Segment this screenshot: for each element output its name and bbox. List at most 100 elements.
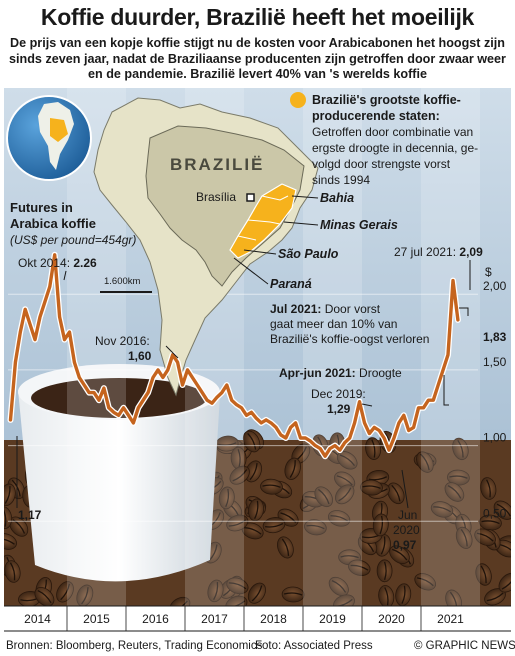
annot-jun-2020-line1: Jun: [398, 508, 417, 522]
data-point: [137, 406, 140, 409]
coffee-bean: [493, 500, 511, 520]
annot-jun-2020-line2: 2020: [393, 523, 420, 537]
data-point: [427, 399, 430, 401]
coffee-beans-photo: [4, 364, 511, 606]
coffee-bean: [480, 477, 497, 500]
coffee-bean: [4, 506, 13, 530]
chart-ylabel: (US$ per pound=454gr): [10, 233, 136, 247]
data-point: [147, 391, 149, 394]
data-point: [309, 440, 312, 442]
x-tick-label: 2017: [201, 612, 228, 626]
coffee-bean: [247, 582, 266, 604]
data-point: [53, 254, 56, 256]
coffee-bean: [56, 581, 74, 603]
data-point: [289, 426, 292, 429]
data-point: [14, 361, 17, 364]
data-point: [373, 426, 376, 429]
state-label-minas-gerais: Minas Gerais: [320, 218, 398, 232]
coffee-bean: [226, 577, 249, 595]
price-line: [8, 253, 460, 458]
data-point: [107, 406, 110, 409]
data-point: [457, 319, 459, 321]
data-point: [122, 406, 125, 409]
scale-label: 1.600km: [104, 276, 141, 287]
y-tick-label: 0,50: [483, 506, 507, 520]
data-point: [255, 417, 258, 420]
state-label-sao-paulo: São Paulo: [278, 247, 339, 261]
data-point: [68, 331, 71, 333]
annot-jul-2021-peak: 27 jul 2021: 2,09: [394, 245, 483, 259]
coffee-bean: [389, 545, 410, 564]
coffee-bean: [229, 465, 250, 485]
coffee-bean: [284, 457, 301, 480]
x-tick-label: 2014: [24, 612, 51, 626]
annot-dec-2019-label: Dec 2019:: [311, 387, 366, 401]
data-point: [265, 419, 267, 421]
coffee-bean: [247, 498, 265, 522]
annot-dec-2019-value: 1,29: [327, 402, 351, 416]
coffee-bean: [242, 430, 261, 453]
state-label-bahia: Bahia: [320, 191, 354, 205]
coffee-bean: [314, 486, 333, 508]
data-point: [24, 308, 27, 311]
x-tick-label: 2019: [319, 612, 346, 626]
data-point: [176, 361, 179, 364]
data-point: [245, 414, 248, 417]
coffee-bean: [360, 479, 383, 496]
data-point: [44, 300, 46, 303]
coffee-bean: [475, 563, 492, 586]
coffee-bean: [333, 594, 355, 606]
map-legend: Brazilië's grootste koffie- producerende…: [290, 92, 478, 187]
footer: Bronnen: Bloomberg, Reuters, Trading Eco…: [0, 636, 515, 656]
annot-jul-2021-line3: Brazilië's koffie-oogst verloren: [270, 332, 429, 346]
data-point: [191, 376, 194, 379]
data-point: [39, 316, 41, 318]
data-point: [225, 384, 228, 386]
annot-okt-2014: Okt 2014: 2.26: [18, 256, 97, 270]
coffee-bean: [455, 526, 473, 549]
data-point: [112, 411, 115, 414]
data-point: [280, 434, 282, 436]
footer-photo: Foto: Associated Press: [255, 640, 373, 652]
data-point: [363, 422, 366, 424]
data-point: [270, 422, 272, 424]
coffee-bean: [335, 484, 355, 505]
coffee-bean: [430, 501, 454, 518]
data-point: [211, 402, 213, 405]
annotations: Okt 2014: 2.26 Nov 2016: 1,60 Dec 2019: …: [16, 245, 507, 552]
x-tick-label: 2015: [83, 612, 110, 626]
data-point: [324, 455, 326, 457]
data-point: [398, 422, 400, 424]
data-point: [9, 419, 12, 421]
capital-label: Brasília: [196, 190, 236, 204]
data-point: [299, 437, 302, 439]
price-line-layer: [7, 251, 461, 460]
annot-apr-jun-2021: Apr-jun 2021: Droogte: [279, 366, 402, 380]
data-point: [452, 279, 454, 282]
coffee-bean: [207, 579, 224, 603]
y-unit-label: $: [485, 265, 492, 279]
page-title: Koffie duurder, Brazilië heeft het moeil…: [40, 4, 475, 30]
coffee-bean: [452, 437, 469, 461]
y-tick-label: 2,00: [483, 279, 507, 293]
data-point: [83, 384, 86, 386]
data-point: [103, 387, 105, 389]
coffee-bean: [334, 471, 356, 490]
legend-title-line1: Brazilië's grootste koffie-: [312, 93, 461, 107]
coffee-bean: [348, 559, 371, 576]
coffee-bean: [4, 483, 16, 507]
annot-nov-2016-label: Nov 2016:: [95, 334, 150, 348]
data-point: [142, 399, 145, 401]
x-tick-label: 2016: [142, 612, 169, 626]
data-point: [181, 384, 184, 386]
data-point: [152, 376, 154, 379]
data-point: [230, 399, 233, 401]
data-point: [162, 376, 164, 379]
data-point: [235, 403, 238, 406]
annot-end-value: 1,83: [483, 330, 507, 344]
data-point: [334, 444, 336, 447]
y-tick-label: 1,50: [483, 355, 507, 369]
data-point: [353, 422, 356, 424]
data-point: [388, 449, 390, 451]
